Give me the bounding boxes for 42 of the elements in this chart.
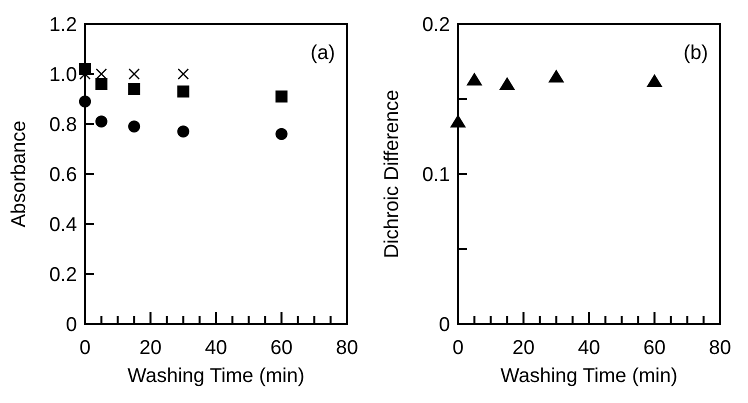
point xyxy=(177,86,190,98)
point xyxy=(95,78,108,90)
point xyxy=(177,126,190,138)
y-tick-label: 0.8 xyxy=(49,114,77,136)
point xyxy=(79,96,91,108)
y-axis-title: Dichroic Difference xyxy=(381,90,403,258)
y-tick-label: 1.2 xyxy=(49,14,77,36)
x-tick-label: 80 xyxy=(336,337,358,359)
x-tick-label: 0 xyxy=(452,337,464,359)
x-tick-label: 20 xyxy=(139,337,162,359)
x-tick-label: 60 xyxy=(643,337,666,359)
point xyxy=(276,90,288,102)
point xyxy=(276,128,288,140)
y-tick-label: 0.2 xyxy=(49,264,77,286)
y-tick-label: 1.0 xyxy=(49,64,77,86)
y-tick-label: 0 xyxy=(66,314,77,336)
x-tick-label: 40 xyxy=(578,337,600,359)
point xyxy=(128,83,140,95)
point xyxy=(95,116,108,128)
x-tick-label: 80 xyxy=(708,337,732,359)
annotation: (b) xyxy=(684,42,708,64)
point xyxy=(178,68,189,80)
y-axis-title: Absorbance xyxy=(8,120,30,228)
x-axis-title: Washing Time (min) xyxy=(500,365,678,387)
point xyxy=(499,77,516,90)
point xyxy=(466,72,482,86)
y-tick-label: 0 xyxy=(438,314,450,336)
point xyxy=(450,114,466,128)
y-tick-label: 0.6 xyxy=(49,164,77,186)
y-tick-label: 0.2 xyxy=(422,14,450,36)
x-tick-label: 0 xyxy=(79,337,91,359)
y-tick-label: 0.4 xyxy=(49,214,77,236)
annotation: (a) xyxy=(310,42,335,64)
x-tick-label: 60 xyxy=(270,337,293,359)
y-tick-label: 0.1 xyxy=(422,164,450,186)
x-axis-title: Washing Time (min) xyxy=(127,365,305,387)
x-tick-label: 20 xyxy=(512,337,535,359)
point xyxy=(128,68,140,80)
x-tick-label: 40 xyxy=(204,337,228,359)
point xyxy=(128,120,140,132)
point xyxy=(646,74,662,87)
point xyxy=(548,70,564,82)
